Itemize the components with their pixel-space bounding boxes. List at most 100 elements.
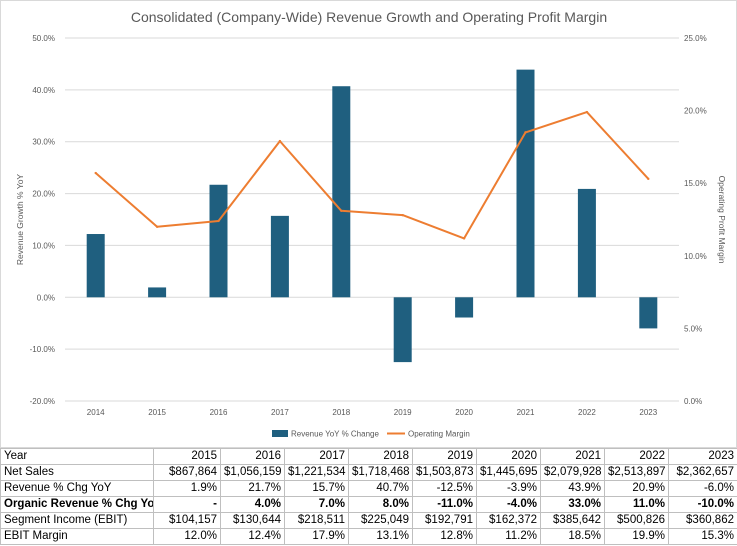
row-label: Year — [0, 448, 154, 465]
table-cell: 43.9% — [540, 480, 605, 497]
table-cell: 20.9% — [604, 480, 669, 497]
table-cell: $385,642 — [540, 512, 605, 529]
x-tick-label: 2017 — [271, 408, 289, 417]
row-label: Net Sales — [0, 464, 154, 481]
x-tick-label: 2018 — [332, 408, 350, 417]
table-cell: 4.0% — [220, 496, 285, 513]
line-point-2022 — [585, 110, 589, 114]
y2-tick-label: 0.0% — [684, 397, 702, 406]
table-cell: 2015 — [153, 448, 221, 465]
y2-tick-label: 15.0% — [684, 179, 707, 188]
table-cell: 8.0% — [348, 496, 413, 513]
y2-tick-label: 25.0% — [684, 34, 707, 43]
table-cell: 15.7% — [284, 480, 349, 497]
y-axis-title: Revenue Growth % YoY — [15, 174, 25, 266]
x-tick-label: 2022 — [578, 408, 596, 417]
bar-2022 — [577, 188, 596, 298]
table-cell: -4.0% — [476, 496, 541, 513]
table-cell: 1.9% — [153, 480, 221, 497]
line-point-2015 — [155, 225, 159, 228]
x-tick-label: 2014 — [87, 408, 105, 417]
line-point-2016 — [217, 219, 220, 223]
table-cell: 12.8% — [412, 528, 477, 545]
table-cell: -6.0% — [668, 480, 737, 497]
y2-axis-title: Operating Profit Margin — [717, 176, 727, 264]
line-point-2023 — [647, 177, 650, 181]
x-tick-label: 2016 — [210, 408, 228, 417]
line-point-2020 — [462, 237, 466, 240]
operating-margin-line — [95, 111, 650, 240]
row-label: Organic Revenue % Chg YoY — [0, 496, 154, 513]
y-tick-label: 20.0% — [32, 190, 55, 199]
table-cell: $225,049 — [348, 512, 413, 529]
table-row: EBIT Margin 12.0% 12.4% 17.9% 13.1% 12.8% 11.2… — [0, 528, 737, 545]
line-point-2018 — [340, 209, 343, 212]
table-cell: 13.1% — [348, 528, 413, 545]
table-row: Revenue % Chg YoY 1.9% 21.7% 15.7% 40.7% -12.… — [0, 480, 737, 497]
bar-2021 — [516, 69, 535, 298]
table-cell: 12.0% — [153, 528, 221, 545]
table-cell: $1,445,695 — [476, 464, 541, 481]
table-cell: 2019 — [412, 448, 477, 465]
legend-swatch-bar — [272, 430, 288, 437]
bar-2014 — [86, 234, 105, 298]
x-tick-label: 2019 — [394, 408, 412, 417]
table-cell: $1,503,873 — [412, 464, 477, 481]
x-tick-label: 2021 — [517, 408, 535, 417]
table-cell: 2021 — [540, 448, 605, 465]
line-point-2021 — [524, 131, 527, 134]
table-row: Segment Income (EBIT) $104,157 $130,644 $21… — [0, 512, 737, 529]
y-tick-label: -20.0% — [30, 397, 55, 406]
table-cell: $500,826 — [604, 512, 669, 529]
table-cell: 2018 — [348, 448, 413, 465]
table-cell: 7.0% — [284, 496, 349, 513]
table-cell: $1,221,534 — [284, 464, 349, 481]
line-point-2017 — [278, 139, 282, 143]
table-cell: 19.9% — [604, 528, 669, 545]
row-label: Revenue % Chg YoY — [0, 480, 154, 497]
chart-title: Consolidated (Company-Wide) Revenue Grow… — [131, 9, 607, 25]
table-cell: -3.9% — [476, 480, 541, 497]
table-row: Organic Revenue % Chg YoY -4.0% 7.0% 8.0% -1… — [0, 496, 737, 513]
bar-2016 — [209, 184, 228, 298]
table-cell: 11.2% — [476, 528, 541, 545]
table-cell: 18.5% — [540, 528, 605, 545]
legend-label-bar: Revenue YoY % Change — [291, 430, 379, 439]
y-tick-label: 50.0% — [32, 34, 55, 43]
table-cell: 2023 — [668, 448, 737, 465]
line-point-2014 — [94, 171, 97, 175]
combo-chart: Consolidated (Company-Wide) Revenue Grow… — [15, 9, 727, 439]
table-cell: 2020 — [476, 448, 541, 465]
x-tick-label: 2023 — [639, 408, 657, 417]
table-cell: 40.7% — [348, 480, 413, 497]
table-cell: 2016 — [220, 448, 285, 465]
table-cell: 2022 — [604, 448, 669, 465]
table-cell: 12.4% — [220, 528, 285, 545]
table-cell: 11.0% — [604, 496, 669, 513]
row-label: Segment Income (EBIT) — [0, 512, 154, 529]
bar-2015 — [148, 287, 167, 298]
bar-2018 — [332, 86, 351, 298]
table-cell: $867,864 — [153, 464, 221, 481]
table-header-row: Year 2015 2016 2017 2018 2019 2020 2021 2022 2023 — [0, 448, 737, 465]
table-cell: $218,511 — [284, 512, 349, 529]
table-cell: 17.9% — [284, 528, 349, 545]
table-cell: $360,862 — [668, 512, 737, 529]
y-tick-label: 40.0% — [32, 86, 55, 95]
legend-label-line: Operating Margin — [408, 430, 470, 439]
table-cell: -12.5% — [412, 480, 477, 497]
table-cell: $2,079,928 — [540, 464, 605, 481]
table-cell: 21.7% — [220, 480, 285, 497]
table-cell: 33.0% — [540, 496, 605, 513]
y2-tick-label: 5.0% — [684, 324, 702, 333]
table-row: Net Sales $867,864 $1,056,159 $1,221,534 $1,… — [0, 464, 737, 481]
table-cell: $2,362,657 — [668, 464, 737, 481]
line-point-2019 — [401, 213, 404, 217]
table-cell: $130,644 — [220, 512, 285, 529]
x-tick-label: 2015 — [148, 408, 166, 417]
row-label: EBIT Margin — [0, 528, 154, 545]
table-cell: $2,513,897 — [604, 464, 669, 481]
table-cell: 15.3% — [668, 528, 737, 545]
bar-2019 — [393, 297, 412, 363]
table-cell: $1,056,159 — [220, 464, 285, 481]
